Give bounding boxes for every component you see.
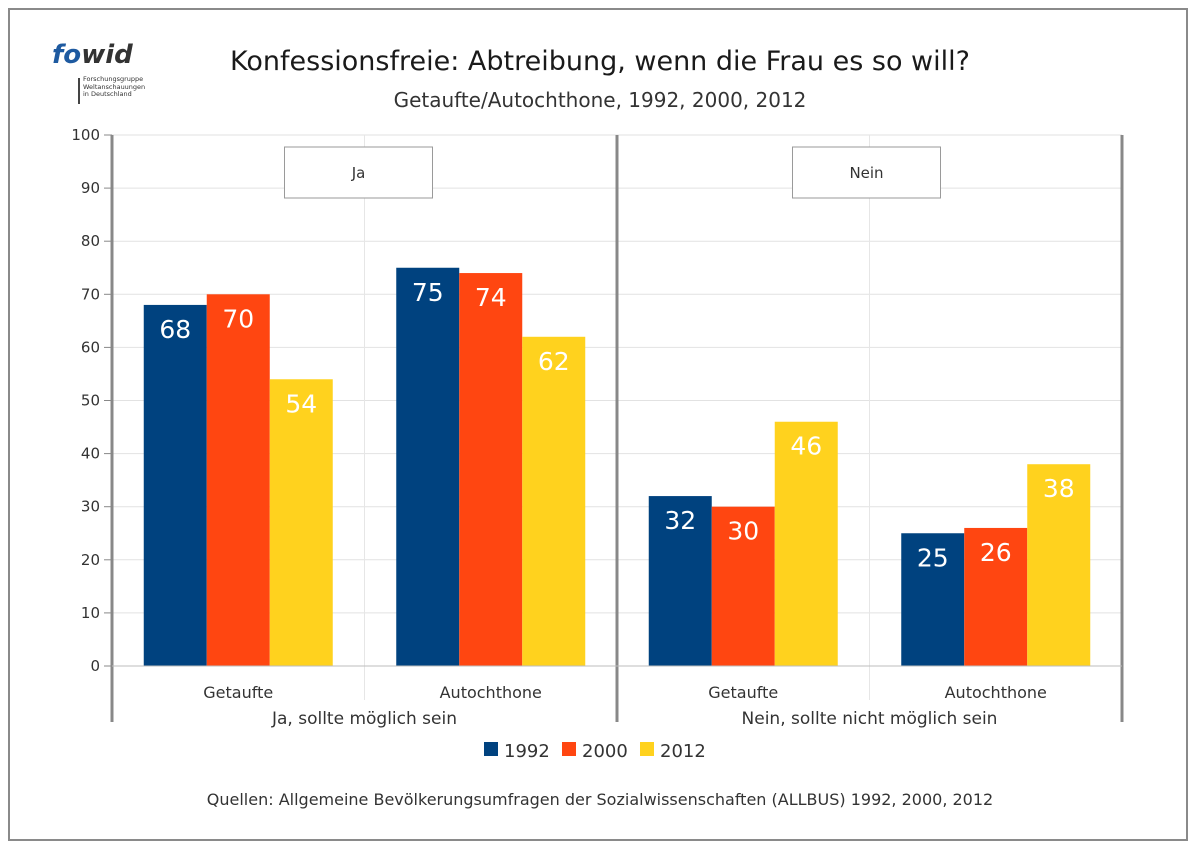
data-label: 70 xyxy=(222,304,254,333)
legend-label: 2000 xyxy=(582,741,628,762)
legend-swatch-2012 xyxy=(640,742,654,756)
y-tick-label: 60 xyxy=(81,338,100,356)
data-label: 32 xyxy=(664,506,696,535)
data-label: 25 xyxy=(917,543,949,572)
panel-label-box xyxy=(792,146,941,199)
bar-2012 xyxy=(774,421,838,666)
legend-label: 1992 xyxy=(504,741,550,762)
bar-1992 xyxy=(648,496,712,666)
bar-2000 xyxy=(711,506,775,666)
bar-2000 xyxy=(206,294,270,666)
y-tick-label: 30 xyxy=(81,498,100,516)
y-tick-label: 40 xyxy=(81,445,100,463)
bar-1992 xyxy=(396,267,460,666)
y-tick-label: 0 xyxy=(90,657,100,675)
y-tick-label: 70 xyxy=(81,285,100,303)
bar-2000 xyxy=(459,273,523,666)
data-label: 26 xyxy=(980,538,1012,567)
logo-wordmark: fowid xyxy=(52,40,133,70)
data-label: 46 xyxy=(790,432,822,461)
source-note: Quellen: Allgemeine Bevölkerungsumfragen… xyxy=(206,790,994,809)
bar-2012 xyxy=(522,336,586,666)
legend-swatch-2000 xyxy=(562,742,576,756)
category-label: Getaufte xyxy=(708,683,778,702)
panel-label: Nein xyxy=(849,164,883,182)
bar-1992 xyxy=(143,304,207,666)
y-tick-label: 10 xyxy=(81,604,100,622)
y-tick-label: 80 xyxy=(81,232,100,250)
panel-label-box xyxy=(284,146,433,199)
data-label: 38 xyxy=(1043,474,1075,503)
logo-subtitle: Forschungsgruppe Weltanschauungen in Deu… xyxy=(83,75,146,98)
fowid-logo: fowid Forschungsgruppe Weltanschauungen … xyxy=(52,40,162,104)
data-label: 68 xyxy=(159,315,191,344)
bar-2012 xyxy=(1027,464,1091,666)
panel-label: Ja xyxy=(351,164,366,182)
y-tick-label: 100 xyxy=(71,126,100,144)
group-label: Ja, sollte möglich sein xyxy=(271,709,457,729)
data-label: 75 xyxy=(412,278,444,307)
group-label: Nein, sollte nicht möglich sein xyxy=(742,709,998,729)
data-label: 62 xyxy=(538,347,570,376)
category-label: Autochthone xyxy=(440,683,542,702)
logo-separator xyxy=(78,78,80,104)
y-tick-label: 20 xyxy=(81,551,100,569)
data-label: 30 xyxy=(727,517,759,546)
data-label: 74 xyxy=(475,283,507,312)
bar-1992 xyxy=(901,533,965,666)
data-label: 54 xyxy=(285,389,317,418)
bar-2000 xyxy=(964,527,1028,666)
bar-2012 xyxy=(269,379,333,666)
category-label: Autochthone xyxy=(945,683,1047,702)
y-tick-label: 50 xyxy=(81,392,100,410)
chart-title: Konfessionsfreie: Abtreibung, wenn die F… xyxy=(230,46,970,77)
category-label: Getaufte xyxy=(203,683,273,702)
chart-subtitle: Getaufte/Autochthone, 1992, 2000, 2012 xyxy=(393,88,807,112)
legend-label: 2012 xyxy=(660,741,706,762)
y-tick-label: 90 xyxy=(81,179,100,197)
legend-swatch-1992 xyxy=(484,742,498,756)
